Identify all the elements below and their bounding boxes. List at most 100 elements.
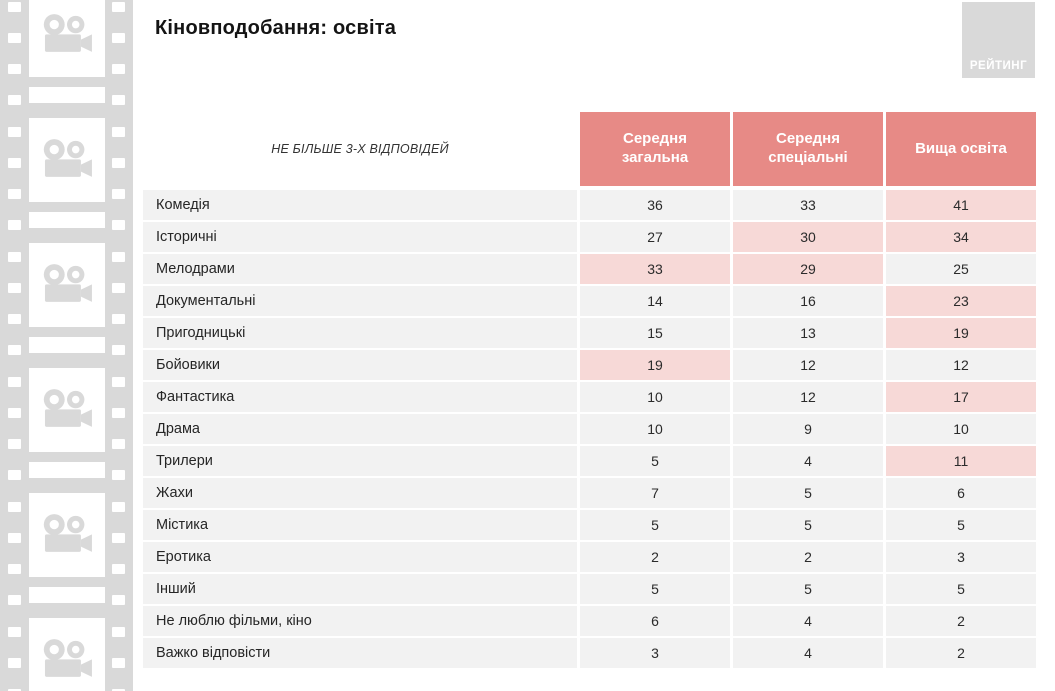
table-row: Мелодрами 33 29 25 [143, 254, 1036, 284]
value-cell: 4 [733, 606, 883, 636]
sprocket-hole [8, 502, 21, 512]
value-cell-highlighted: 33 [580, 254, 730, 284]
genre-label: Комедія [143, 190, 577, 220]
table-row: Пригодницькі 15 13 19 [143, 318, 1036, 348]
genre-label: Інший [143, 574, 577, 604]
value-cell: 15 [580, 318, 730, 348]
table-body: Комедія 36 33 41 Історичні 27 30 34 Мелодрами 33 2… [143, 190, 1036, 668]
sprocket-hole [112, 689, 125, 691]
column-header-secondary-general: Середня загальна [580, 112, 730, 186]
table-row: Драма 10 9 10 [143, 414, 1036, 444]
value-cell: 2 [733, 542, 883, 572]
film-frame [29, 243, 105, 327]
sprocket-hole [8, 564, 21, 574]
value-cell: 6 [580, 606, 730, 636]
preferences-table: НЕ БІЛЬШЕ 3-Х ВІДПОВІДЕЙ Середня загальн… [143, 112, 1036, 670]
sprocket-hole [112, 408, 125, 418]
sprocket-hole [8, 252, 21, 262]
sprocket-hole [8, 345, 21, 355]
value-cell-highlighted: 19 [580, 350, 730, 380]
genre-label: Трилери [143, 446, 577, 476]
table-row: Важко відповісти 3 4 2 [143, 638, 1036, 668]
table-row: Фантастика 10 12 17 [143, 382, 1036, 412]
sprocket-hole [8, 95, 21, 105]
value-cell-highlighted: 19 [886, 318, 1036, 348]
value-cell-highlighted: 17 [886, 382, 1036, 412]
film-frame-gap [29, 587, 105, 603]
value-cell: 25 [886, 254, 1036, 284]
sprocket-hole [112, 64, 125, 74]
rating-logo-label: РЕЙТИНГ [969, 60, 1028, 72]
value-cell: 12 [886, 350, 1036, 380]
movie-camera-icon [43, 139, 92, 177]
sprocket-hole [8, 64, 21, 74]
table-row: Трилери 5 4 11 [143, 446, 1036, 476]
value-cell: 5 [580, 446, 730, 476]
genre-label: Мелодрами [143, 254, 577, 284]
movie-camera-icon [43, 14, 92, 52]
page-title: Кіновподобання: освіта [155, 17, 397, 39]
film-strip-unit [0, 368, 133, 493]
answers-note: НЕ БІЛЬШЕ 3-Х ВІДПОВІДЕЙ [271, 142, 449, 156]
sprocket-hole [112, 533, 125, 543]
sprocket-hole [8, 408, 21, 418]
film-strip-unit [0, 618, 133, 691]
sprocket-hole [112, 158, 125, 168]
genre-label: Не люблю фільми, кіно [143, 606, 577, 636]
sprocket-hole [8, 314, 21, 324]
sprocket-hole [8, 658, 21, 668]
value-cell: 4 [733, 638, 883, 668]
table-row: Еротика 2 2 3 [143, 542, 1036, 572]
value-cell: 5 [733, 478, 883, 508]
table-header-row: НЕ БІЛЬШЕ 3-Х ВІДПОВІДЕЙ Середня загальн… [143, 112, 1036, 186]
film-strip-unit [0, 0, 133, 118]
value-cell-highlighted: 34 [886, 222, 1036, 252]
table-row: Жахи 7 5 6 [143, 478, 1036, 508]
table-row: Не люблю фільми, кіно 6 4 2 [143, 606, 1036, 636]
value-cell: 12 [733, 382, 883, 412]
film-frame-gap [29, 462, 105, 478]
value-cell-highlighted: 11 [886, 446, 1036, 476]
genre-label: Документальні [143, 286, 577, 316]
value-cell-highlighted: 29 [733, 254, 883, 284]
genre-label: Фантастика [143, 382, 577, 412]
rating-logo: РЕЙТИНГ [962, 2, 1035, 78]
value-cell-highlighted: 30 [733, 222, 883, 252]
film-strip-unit [0, 243, 133, 368]
table-row: Документальні 14 16 23 [143, 286, 1036, 316]
value-cell: 10 [580, 414, 730, 444]
value-cell: 13 [733, 318, 883, 348]
value-cell: 5 [733, 574, 883, 604]
sprocket-hole [8, 439, 21, 449]
table-row: Містика 5 5 5 [143, 510, 1036, 540]
sprocket-hole [8, 189, 21, 199]
film-frame-gap [29, 87, 105, 103]
value-cell: 5 [580, 510, 730, 540]
sprocket-hole [8, 377, 21, 387]
film-frame-gap [29, 212, 105, 228]
film-strip-unit [0, 493, 133, 618]
value-cell: 36 [580, 190, 730, 220]
sprocket-hole [8, 2, 21, 12]
sprocket-hole [112, 127, 125, 137]
sprocket-hole [112, 2, 125, 12]
value-cell: 10 [580, 382, 730, 412]
sprocket-hole [8, 595, 21, 605]
value-cell: 12 [733, 350, 883, 380]
film-frame [29, 118, 105, 202]
sprocket-hole [112, 627, 125, 637]
sprocket-hole [112, 564, 125, 574]
value-cell: 9 [733, 414, 883, 444]
genre-label: Драма [143, 414, 577, 444]
value-cell: 2 [886, 638, 1036, 668]
value-cell-highlighted: 23 [886, 286, 1036, 316]
film-frame [29, 0, 105, 77]
sprocket-hole [8, 689, 21, 691]
value-cell: 4 [733, 446, 883, 476]
movie-camera-icon [43, 389, 92, 427]
sprocket-hole [112, 33, 125, 43]
value-cell: 2 [886, 606, 1036, 636]
genre-label: Пригодницькі [143, 318, 577, 348]
sprocket-hole [8, 158, 21, 168]
value-cell: 2 [580, 542, 730, 572]
